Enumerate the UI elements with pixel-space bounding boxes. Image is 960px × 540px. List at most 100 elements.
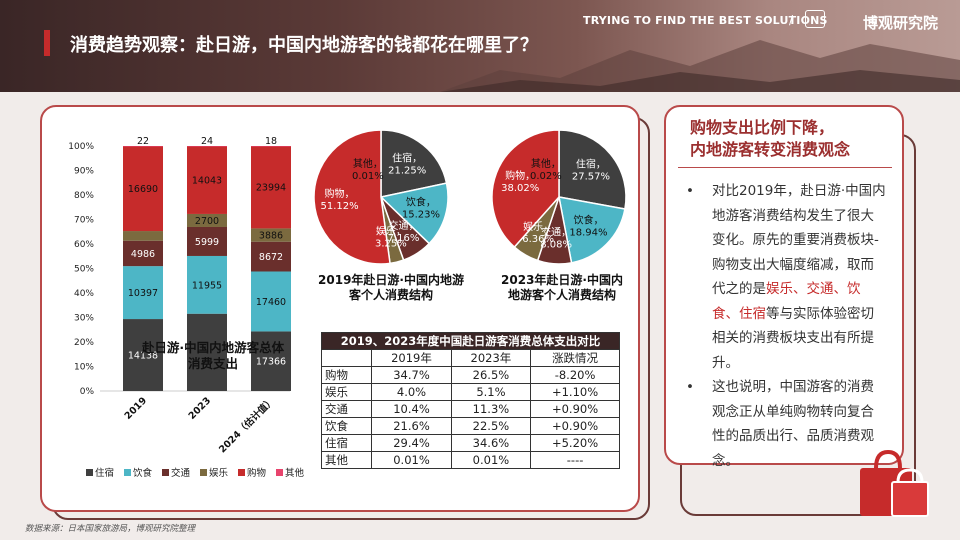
bar-data-label: 2700 [195, 216, 219, 227]
bar-segment-饮食 [123, 266, 163, 320]
table-cell: 娱乐 [320, 383, 373, 401]
bar-data-label: 14138 [128, 351, 158, 362]
bar-segment-住宿 [251, 331, 291, 391]
header-banner: 消费趋势观察：赴日游，中国内地游客的钱都花在哪里了？ TRYING TO FIN… [0, 0, 960, 92]
pie-slice-住宿 [558, 129, 627, 210]
insight-divider [678, 167, 892, 168]
bar-segment-住宿 [123, 319, 163, 391]
y-tick-label: 30% [74, 314, 94, 324]
legend-swatch [86, 469, 93, 476]
legend-label: 住宿 [95, 467, 114, 479]
table-cell: 购物 [320, 366, 373, 384]
data-source-note: 数据来源：日本国家旅游局，博观研究院整理 [25, 524, 196, 534]
bar-segment-购物 [187, 146, 227, 214]
header-separator: / [789, 13, 794, 27]
pie-label: 住宿， 21.25% [388, 152, 426, 177]
insight-bullet-1: • 对比2019年，赴日游·中国内地游客消费结构发生了很大变化。原先的重要消费板… [686, 179, 886, 375]
bar-data-label: 16690 [128, 184, 158, 195]
table-header-cell: 2023年 [450, 349, 532, 367]
bar-data-label: 8672 [259, 252, 283, 263]
bar-segment-交通 [251, 241, 291, 272]
legend-swatch [124, 469, 131, 476]
legend-label: 交通 [171, 467, 191, 479]
x-tick-label: 2023 [187, 395, 213, 421]
pie-slice-饮食 [379, 182, 449, 245]
legend-swatch [238, 469, 245, 476]
table-cell: 交通 [320, 400, 373, 418]
bar-chart-title: 赴日游·中国内地游客总体消费支出 [141, 340, 285, 371]
page-title: 消费趋势观察：赴日游，中国内地游客的钱都花在哪里了？ [70, 35, 538, 56]
table-cell: 26.5% [450, 366, 532, 384]
bar-segment-住宿 [187, 313, 227, 391]
pie-label: 交通， 8.08% [540, 225, 572, 250]
pie-chart-2023: 其他， 0.02% 住宿， 27.57% 饮食， 18.94%交通， 8.08%娱乐， 6.3… [491, 129, 627, 265]
legend-swatch [200, 469, 207, 476]
logo-icon [805, 10, 825, 28]
table-cell: +1.10% [530, 383, 620, 401]
bar-data-label: 14043 [192, 176, 222, 187]
legend-swatch [276, 469, 283, 476]
bar-segment-购物 [251, 146, 291, 229]
table-row: 娱乐 4.0% 5.1% +1.10% [320, 383, 620, 401]
bar-segment-其他 [187, 146, 227, 147]
table-cell: 10.4% [371, 400, 452, 418]
x-tick-label: 2024（估计值） [216, 395, 277, 456]
table-cell: 21.6% [371, 417, 452, 435]
x-tick-label: 2019 [123, 395, 149, 421]
table-cell: 22.5% [450, 417, 532, 435]
table-cell: 0.01% [371, 451, 452, 469]
bar-segment-其他 [123, 146, 163, 147]
y-tick-label: 90% [74, 167, 94, 177]
table-cell: 4.0% [371, 383, 452, 401]
pie-slice-住宿 [380, 129, 448, 198]
bar-data-label: 4986 [131, 249, 155, 260]
table-row: 饮食 21.6% 22.5% +0.90% [320, 417, 620, 435]
table-cell: ---- [530, 451, 620, 469]
bar-data-label: 3886 [259, 231, 283, 242]
table-cell: 29.4% [371, 434, 452, 452]
table-header-cell: 2019年 [371, 349, 452, 367]
pie-2023-title: 2023年赴日游·中国内地游客个人消费结构 [501, 273, 623, 302]
legend-label: 娱乐 [209, 467, 229, 479]
pie-label: 娱乐， 6.36% [522, 220, 554, 245]
title-accent-bar [44, 30, 50, 56]
y-tick-label: 20% [74, 338, 94, 348]
table-cell: +0.90% [530, 400, 620, 418]
bullet-dot: • [686, 379, 694, 395]
table-cell: 34.7% [371, 366, 452, 384]
legend-swatch [162, 469, 169, 476]
bar-data-label: 22 [137, 136, 149, 147]
bar-data-label: 10397 [128, 288, 158, 299]
table-caption: 2019、2023年度中国赴日游客消费总体支出对比 [321, 332, 620, 350]
pie-label: 住宿， 27.57% [572, 157, 610, 182]
bar-segment-娱乐 [123, 231, 163, 241]
bar-segment-饮食 [187, 255, 227, 314]
bar-data-label: 23994 [256, 183, 286, 194]
legend-label: 其他 [285, 467, 305, 479]
table-cell: +5.20% [530, 434, 620, 452]
pie-label: 交通， 7.16% [388, 219, 420, 244]
table-cell: 饮食 [320, 417, 373, 435]
table-cell: -8.20% [530, 366, 620, 384]
table-cell: 5.1% [450, 383, 532, 401]
pie-slice-饮食 [558, 196, 626, 264]
stacked-bar-chart: 0% 10% 20% 30% 40% 50% 60% 70% 80% 90% 100% 14138 10… [68, 136, 305, 479]
pie-label: 购物， 51.12% [320, 187, 358, 212]
bullet-dot: • [686, 183, 694, 199]
y-tick-label: 60% [74, 240, 94, 250]
bar-data-label: 17460 [256, 297, 286, 308]
pie-label: 其他， 0.01% [352, 157, 384, 182]
pie-label: 其他， 0.02% [530, 157, 562, 182]
table-cell: 其他 [320, 451, 373, 469]
y-tick-label: 100% [68, 142, 94, 152]
bar-segment-交通 [187, 226, 227, 256]
table-cell: 0.01% [450, 451, 532, 469]
insight-bullet-2: • 这也说明，中国游客的消费观念正从单纯购物转向复合性的品质出行、品质消费观念。 [686, 375, 886, 473]
bar-segment-交通 [123, 240, 163, 267]
table-cell: +0.90% [530, 417, 620, 435]
y-tick-label: 40% [74, 289, 94, 299]
insight-title: 购物支出比例下降， 内地游客转变消费观念 [690, 118, 851, 159]
y-tick-label: 80% [74, 191, 94, 201]
legend-label: 饮食 [133, 467, 153, 479]
pie-chart-2019: 其他， 0.01%住宿， 21.25% 饮食， 15.23%交通， 7.16%娱乐， 3.2… [313, 129, 449, 265]
